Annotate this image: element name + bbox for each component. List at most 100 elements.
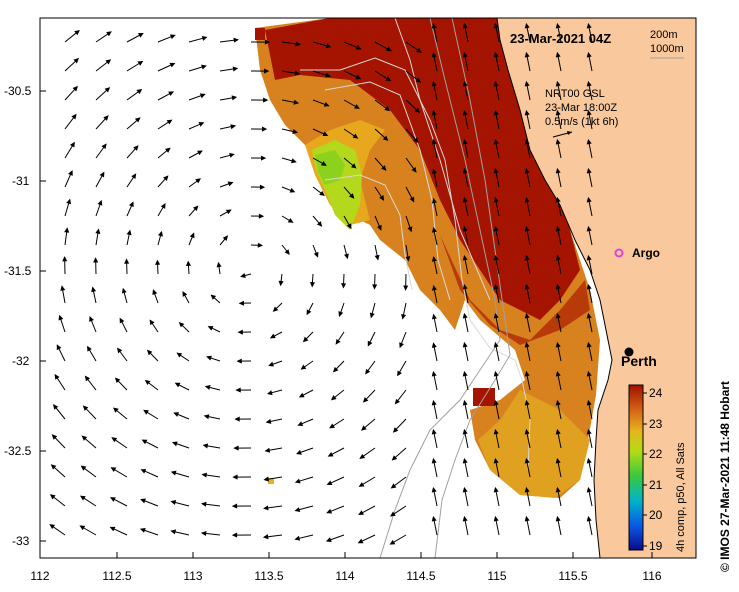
lon-tick: 115: [487, 569, 506, 583]
current-arrowhead: [79, 525, 86, 531]
current-arrowhead: [358, 482, 365, 487]
current-arrowhead: [104, 87, 111, 93]
current-arrowhead: [201, 35, 208, 41]
current-arrowhead: [230, 124, 237, 130]
current-arrowhead: [555, 341, 561, 348]
current-arrowhead: [555, 51, 561, 58]
current-arrowhead: [431, 226, 437, 233]
current-arrowhead: [374, 254, 380, 261]
current-arrowhead: [524, 167, 530, 174]
current-arrowhead: [586, 51, 592, 58]
current-arrowhead: [341, 283, 347, 289]
lon-tick: 113.5: [254, 569, 283, 583]
current-arrowhead: [166, 119, 173, 125]
current-arrowhead: [323, 101, 330, 107]
current-arrowhead: [313, 251, 319, 258]
current-arrowhead: [493, 370, 499, 377]
current-arrowhead: [114, 377, 121, 384]
current-arrowhead: [431, 197, 437, 204]
current-arrowhead: [355, 74, 362, 80]
current-arrowhead: [405, 256, 411, 262]
current-arrowhead: [296, 449, 302, 455]
current-arrowhead: [128, 201, 134, 208]
current-arrowhead: [71, 113, 77, 120]
current-arrowhead: [185, 260, 192, 267]
current-info-scale: 0.5m/s (1kt 6h): [545, 116, 618, 128]
current-arrowhead: [524, 80, 530, 87]
colorbar-tick: 23: [649, 417, 663, 431]
current-arrowhead: [263, 505, 269, 511]
current-arrowhead: [294, 70, 301, 76]
current-arrowhead: [462, 486, 468, 493]
credit-text: © IMOS 27-Mar-2021 11:48 Hobart: [718, 381, 732, 572]
current-arrowhead: [325, 537, 332, 543]
current-arrowhead: [263, 97, 269, 103]
current-arrowhead: [52, 404, 59, 410]
current-arrowhead: [197, 150, 203, 156]
current-arrowhead: [493, 80, 499, 87]
current-arrowhead: [293, 99, 300, 105]
current-arrowhead: [326, 508, 333, 514]
scale-arrow: [552, 131, 573, 138]
current-arrowhead: [297, 421, 304, 426]
current-arrowhead: [269, 333, 276, 339]
current-arrowhead: [327, 451, 334, 457]
current-arrowhead: [81, 435, 88, 441]
current-arrowhead: [235, 387, 241, 393]
current-arrowhead: [524, 225, 530, 232]
lat-tick: -30.5: [4, 84, 32, 98]
current-arrowhead: [264, 447, 271, 453]
current-arrowhead: [493, 225, 499, 232]
current-arrowhead: [298, 392, 305, 398]
current-arrowhead: [106, 31, 112, 37]
current-arrowhead: [50, 464, 57, 470]
current-arrowhead: [268, 361, 274, 367]
current-arrowhead: [79, 495, 86, 501]
lon-tick: 112.5: [102, 569, 131, 583]
current-arrowhead: [262, 534, 269, 540]
contour-legend-200m: 200m: [650, 29, 678, 41]
current-arrowhead: [73, 57, 80, 64]
current-arrowhead: [111, 437, 118, 443]
current-arrowhead: [524, 341, 530, 348]
current-arrowhead: [91, 286, 97, 293]
current-arrowhead: [155, 259, 161, 265]
current-arrowhead: [431, 168, 437, 175]
current-arrowhead: [493, 196, 499, 203]
colorbar-tick: 20: [649, 508, 663, 522]
lat-tick: -31: [12, 174, 30, 188]
current-arrowhead: [414, 107, 421, 113]
colorbar-tick: 19: [649, 539, 663, 553]
current-arrowhead: [409, 196, 415, 203]
current-arrowhead: [555, 486, 561, 493]
current-arrowhead: [69, 141, 75, 148]
current-arrowhead: [493, 51, 499, 58]
current-arrowhead: [182, 291, 188, 297]
current-arrowhead: [555, 457, 561, 464]
current-arrowhead: [462, 138, 468, 145]
current-arrowhead: [119, 317, 125, 324]
current-arrowhead: [493, 167, 499, 174]
current-arrowhead: [49, 524, 56, 530]
current-arrowhead: [232, 66, 239, 72]
current-arrowhead: [227, 181, 234, 187]
current-arrowhead: [89, 316, 94, 322]
map-title: 23-Mar-2021 04Z: [510, 31, 611, 46]
current-arrowhead: [113, 407, 119, 413]
current-arrowhead: [524, 283, 530, 290]
current-arrowhead: [236, 358, 242, 364]
current-arrowhead: [201, 64, 207, 70]
land: [496, 18, 696, 558]
current-arrowhead: [93, 257, 99, 263]
current-arrowhead: [168, 91, 175, 97]
current-arrowhead: [62, 256, 68, 262]
current-arrowhead: [229, 152, 235, 158]
current-arrowhead: [335, 338, 341, 345]
lat-axis: -30.5 -31 -31.5 -32 -32.5 -33: [4, 84, 46, 548]
current-arrowhead: [493, 486, 499, 493]
sst-field: [255, 18, 600, 498]
current-arrowhead: [431, 256, 437, 262]
current-arrowhead: [586, 428, 592, 435]
colorbar: 24 23 22 21 20 19 4h comp, p50, All Sats: [628, 384, 687, 553]
current-arrowhead: [462, 515, 468, 522]
